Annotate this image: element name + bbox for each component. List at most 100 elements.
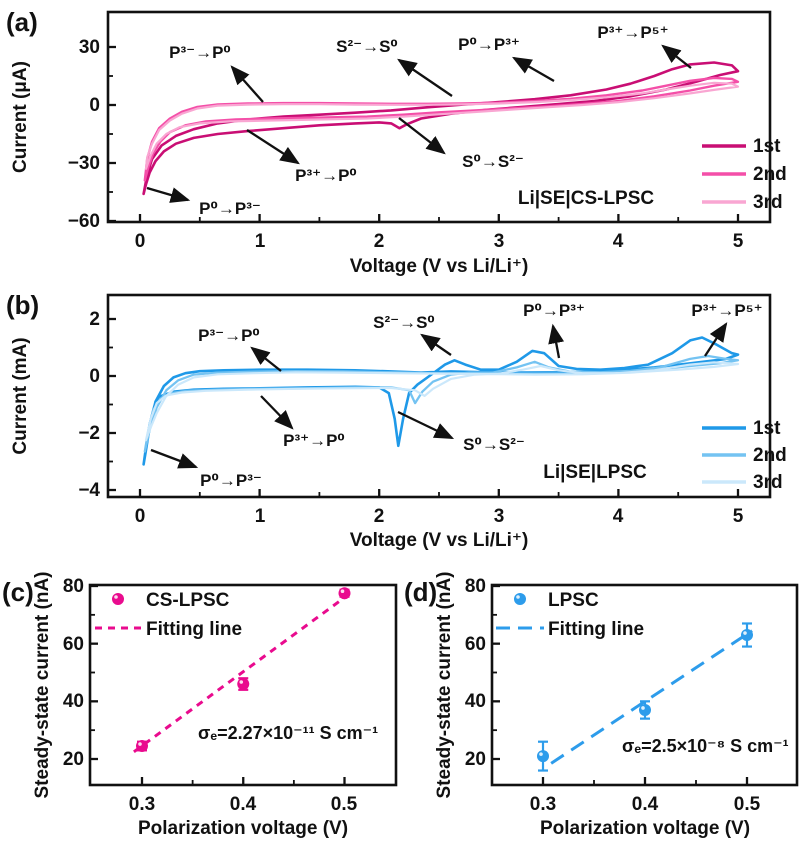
panel-a-arrow-3 — [512, 56, 555, 82]
panel-a-ytick-m30: −30 — [68, 153, 100, 174]
panel-c-xtick-03: 0.3 — [129, 794, 155, 815]
panel-b-xtick-5: 5 — [733, 506, 744, 527]
panel-a-annotation-s2m-s0: S²⁻→S⁰ — [336, 37, 398, 56]
panel-a-arrow-2 — [397, 58, 453, 97]
panel-d-ytick-40: 40 — [465, 691, 486, 712]
panel-b-ytick-2: 2 — [89, 309, 100, 330]
panel-b-xtick-4: 4 — [613, 506, 624, 527]
panel-d-frame — [490, 583, 799, 787]
panel-c-xtick-05: 0.5 — [331, 794, 358, 815]
data-point-d-1 — [639, 703, 651, 716]
cv-curve-b-3rd — [144, 361, 740, 442]
panel-c-legend-marker — [112, 593, 124, 605]
data-point-d-2 — [741, 629, 753, 642]
panel-a-annotation-s0-s2m: S⁰→S²⁻ — [462, 152, 524, 171]
data-point-glint-c-1 — [239, 680, 244, 684]
panel-b-arrow-5 — [260, 395, 294, 430]
panel-d-xlabel: Polarization voltage (V) — [540, 818, 750, 839]
panel-b-annotation-p0-p3m: P⁰→P³⁻ — [200, 471, 262, 490]
panel-b-annotation-s0-s2m: S⁰→S²⁻ — [463, 435, 525, 454]
panel-c-ytick-80: 80 — [63, 576, 84, 597]
cv-curve-a-1st — [142, 61, 740, 196]
data-point-glint-d-0 — [539, 752, 543, 756]
panel-d-letter: (d) — [404, 577, 437, 607]
data-point-glint-c-0 — [138, 742, 142, 746]
panel-b-annotation-p3p-p5p: P³⁺→P⁵⁺ — [691, 301, 762, 320]
panel-d-xtick-04: 0.4 — [632, 794, 659, 815]
panel-b-xtick-1: 1 — [255, 506, 266, 527]
panel-b-arrow-4 — [704, 322, 728, 357]
panel-a-xtick-2: 2 — [374, 231, 385, 252]
panel-b-arrow-2 — [420, 333, 452, 356]
panel-b-legend-2nd: 2nd — [753, 445, 787, 466]
panel-a-letter: (a) — [6, 7, 38, 37]
panel-b-arrow-7 — [397, 410, 455, 440]
panel-c-legend-marker-glint — [114, 595, 118, 599]
panel-d-legend-fitline: Fitting line — [548, 619, 644, 640]
panel-c-ytick-20: 20 — [63, 749, 84, 770]
data-point-d-0 — [537, 750, 549, 763]
panel-a-arrow-4 — [661, 44, 692, 69]
panel-d-legend-sample: LPSC — [548, 590, 599, 611]
panel-b-annotation-p0-p3p: P⁰→P³⁺ — [523, 301, 585, 320]
panel-a: (a) 30 0 −30 −60 0 1 2 3 4 5 Current (μA… — [6, 7, 787, 277]
panel-b-annotation-s2m-s0: S²⁻→S⁰ — [373, 313, 435, 332]
panel-d-xtick-03: 0.3 — [530, 794, 556, 815]
data-point-glint-c-2 — [340, 589, 345, 594]
panel-a-arrow-7 — [398, 117, 446, 155]
panel-d-ytick-20: 20 — [465, 749, 486, 770]
panel-c-plot — [90, 584, 351, 785]
panel-a-legend-2nd: 2nd — [753, 164, 787, 185]
fit-line-c — [133, 594, 348, 754]
panel-d: (d) 80 60 40 20 0.3 0.4 0.5 Steady-state… — [404, 572, 799, 839]
panel-a-xtick-1: 1 — [255, 231, 266, 252]
panel-b-xtick-3: 3 — [494, 506, 505, 527]
data-point-glint-d-2 — [743, 631, 747, 635]
panel-b-ytick-m4: −4 — [78, 480, 100, 501]
panel-c-legend-sample: CS-LPSC — [146, 590, 230, 611]
panel-b-ytick-0: 0 — [89, 366, 100, 387]
panel-b-legend-3rd: 3rd — [753, 472, 783, 493]
panel-c-ytick-60: 60 — [63, 634, 84, 655]
panel-a-ytick-0: 0 — [89, 95, 100, 116]
fit-line-d — [550, 629, 753, 765]
panel-c-ytick-40: 40 — [63, 691, 84, 712]
panel-a-ylabel: Current (μA) — [10, 61, 31, 173]
data-point-c-2 — [338, 587, 351, 600]
panel-a-frame — [106, 10, 772, 224]
panel-d-conductivity-label: σₑ=2.5×10⁻⁸ S cm⁻¹ — [622, 736, 789, 756]
panel-b: (b) 2 0 −2 −4 0 1 2 3 4 5 Current (mA) V… — [6, 290, 787, 551]
panel-b-annotation-p3p-p0: P³⁺→P⁰ — [283, 431, 345, 450]
panel-b-annotation-p3m-p0: P³⁻→P⁰ — [198, 326, 260, 345]
panel-c-legend-fitline: Fitting line — [146, 619, 242, 640]
panel-d-xtick-05: 0.5 — [734, 794, 761, 815]
cv-curve-b-1st — [142, 336, 740, 466]
panel-a-plot — [108, 45, 740, 223]
panel-a-arrow-6 — [146, 186, 191, 203]
panel-b-arrow-1 — [250, 346, 282, 372]
panel-a-xtick-0: 0 — [135, 231, 146, 252]
cv-curve-a-2nd — [143, 76, 740, 182]
panel-a-annotation-p3m-p0: P³⁻→P⁰ — [169, 43, 231, 62]
panel-c-xlabel: Polarization voltage (V) — [138, 818, 348, 839]
panel-c-xtick-04: 0.4 — [230, 794, 257, 815]
panel-d-plot — [492, 584, 753, 785]
panel-c-frame — [88, 583, 398, 787]
panel-b-arrow-3 — [548, 323, 565, 359]
panel-b-letter: (b) — [6, 290, 39, 320]
panel-a-xtick-5: 5 — [733, 231, 744, 252]
panel-a-xtick-3: 3 — [494, 231, 505, 252]
panel-d-ytick-60: 60 — [465, 634, 486, 655]
panel-a-cell-label: Li|SE|CS-LPSC — [518, 188, 655, 209]
data-point-c-1 — [237, 678, 250, 691]
panel-a-ytick-m60: −60 — [68, 211, 100, 232]
panel-b-ytick-m2: −2 — [78, 423, 100, 444]
panel-b-legend-1st: 1st — [753, 418, 781, 439]
panel-b-frame — [106, 293, 772, 499]
panel-d-ylabel: Steady-state current (nA) — [434, 572, 455, 799]
panel-a-xlabel: Voltage (V vs Li/Li⁺) — [350, 256, 529, 277]
panel-b-plot — [108, 317, 740, 497]
panel-c-ylabel: Steady-state current (nA) — [32, 572, 53, 799]
